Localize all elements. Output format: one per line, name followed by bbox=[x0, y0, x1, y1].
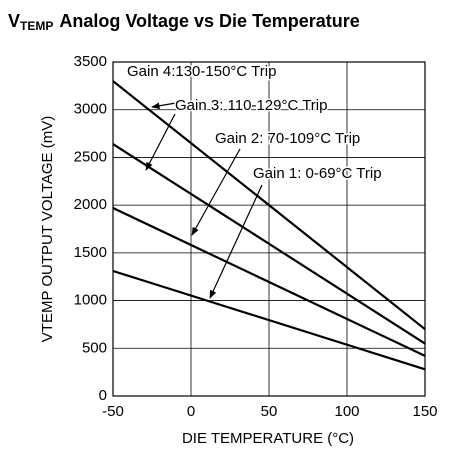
annotation-arrow bbox=[145, 113, 176, 171]
x-tick-label: -50 bbox=[102, 403, 124, 420]
annotation: Gain 1: 0-69°C Trip bbox=[253, 165, 382, 182]
y-tick-label: 3000 bbox=[74, 101, 107, 118]
y-tick-label: 2500 bbox=[74, 148, 107, 165]
title-main: V bbox=[8, 11, 20, 31]
x-tick-label: 50 bbox=[261, 403, 278, 420]
title-sub: TEMP bbox=[20, 19, 53, 33]
annotation-arrow bbox=[209, 184, 263, 299]
title-rest: Analog Voltage vs Die Temperature bbox=[59, 11, 359, 31]
x-axis-label: DIE TEMPERATURE (°C) bbox=[182, 430, 354, 447]
x-tick-label: 0 bbox=[187, 403, 195, 420]
x-tick-label: 150 bbox=[412, 403, 437, 420]
chart-title: VTEMP Analog Voltage vs Die Temperature bbox=[8, 11, 360, 33]
y-axis-label: VTEMP OUTPUT VOLTAGE (mV) bbox=[39, 116, 56, 342]
y-tick-label: 3500 bbox=[74, 53, 107, 70]
y-tick-label: 1000 bbox=[74, 292, 107, 309]
annotation: Gain 2: 70-109°C Trip bbox=[215, 130, 360, 147]
annotation-arrow bbox=[191, 148, 241, 236]
plot-frame bbox=[112, 61, 426, 397]
annotation: Gain 3: 110-129°C Trip bbox=[175, 97, 327, 114]
series-line bbox=[112, 269, 426, 371]
y-tick-label: 2000 bbox=[74, 196, 107, 213]
y-tick-label: 500 bbox=[82, 339, 107, 356]
series-line bbox=[112, 143, 426, 345]
series-line bbox=[112, 207, 426, 357]
annotation-arrow bbox=[151, 102, 177, 110]
x-tick-label: 100 bbox=[334, 403, 359, 420]
annotation: Gain 4:130-150°C Trip bbox=[127, 63, 276, 80]
y-tick-label: 0 bbox=[99, 387, 107, 404]
y-tick-label: 1500 bbox=[74, 244, 107, 261]
series-line bbox=[112, 80, 426, 331]
